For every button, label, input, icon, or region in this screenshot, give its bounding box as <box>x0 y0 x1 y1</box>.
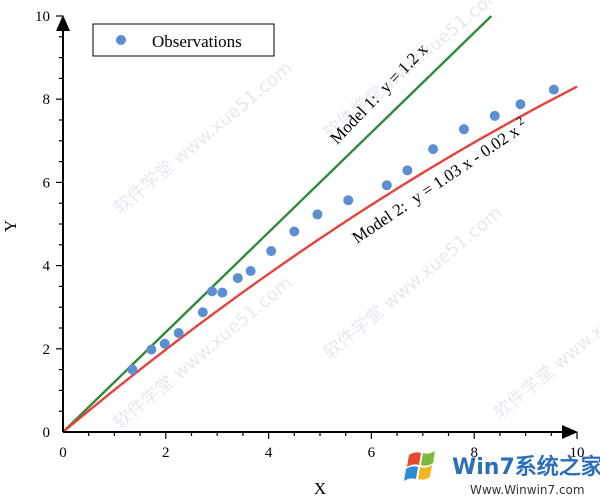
site-badge: Win7系统之家 Www.Winwin7.com <box>404 451 600 497</box>
badge-logo-text: Win7系统之家 <box>452 454 600 480</box>
x-tick-label: 0 <box>59 445 67 461</box>
observation-point <box>515 99 526 110</box>
y-axis-label: Y <box>1 220 20 232</box>
y-axis-arrow <box>56 15 70 31</box>
model-lines <box>62 15 578 433</box>
observation-points <box>127 84 559 375</box>
axes: 0 2 4 6 8 10 0 2 4 6 8 10 <box>35 9 585 461</box>
y-tick-label: 8 <box>43 92 51 108</box>
y-tick-label: 6 <box>43 175 51 191</box>
x-tick-label: 4 <box>265 445 273 461</box>
observation-point <box>266 246 277 257</box>
model2-curve <box>62 85 578 433</box>
observation-point <box>312 209 323 220</box>
observation-point <box>197 307 208 318</box>
observation-point <box>402 165 413 176</box>
observation-point <box>458 124 469 135</box>
x-axis-arrow <box>562 425 578 439</box>
observation-point <box>232 273 243 284</box>
observation-point <box>173 327 184 338</box>
observation-point <box>217 287 228 298</box>
windows-logo-icon <box>404 451 435 481</box>
observation-point <box>428 144 439 155</box>
plot-area <box>62 15 578 433</box>
observation-point <box>489 110 500 121</box>
observation-point <box>343 195 354 206</box>
y-tick-label: 2 <box>43 342 51 358</box>
legend-marker-observations <box>116 35 126 45</box>
x-tick-label: 10 <box>570 445 585 461</box>
y-tick-label: 0 <box>43 425 51 441</box>
observation-point <box>159 338 170 349</box>
model2-prefix: Model 2: <box>349 197 411 247</box>
observation-point <box>548 84 559 95</box>
watermark-text: 软件学堂 www.xue51.com <box>490 262 600 423</box>
observation-point <box>381 180 392 191</box>
badge-url: Www.Winwin7.com <box>470 483 585 497</box>
model1-annotation: Model 1: y = 1.2 x <box>326 39 431 147</box>
observation-point <box>245 266 256 277</box>
observation-point <box>146 344 157 355</box>
watermark-text: 软件学堂 www.xue51.com <box>110 57 297 218</box>
model2-annotation: Model 2: y = 1.03 x - 0.02 x 2 <box>347 113 531 247</box>
y-tick-label: 4 <box>43 259 51 275</box>
observation-point <box>127 364 138 375</box>
model1-line <box>62 15 493 433</box>
x-ticks: 0 2 4 6 8 10 <box>59 432 585 461</box>
y-ticks: 0 2 4 6 8 10 <box>35 9 63 441</box>
legend-label-observations: Observations <box>152 32 242 51</box>
model2-equation: y = 1.03 x - 0.02 x <box>408 121 523 207</box>
x-tick-label: 6 <box>368 445 376 461</box>
x-axis-label: X <box>314 479 326 498</box>
legend: Observations <box>92 23 275 57</box>
observation-point <box>207 286 218 297</box>
observation-point <box>289 226 300 237</box>
watermark-text: 软件学堂 www.xue51.com <box>320 202 507 363</box>
x-tick-label: 8 <box>470 445 478 461</box>
y-tick-label: 10 <box>35 9 50 25</box>
x-tick-label: 2 <box>162 445 170 461</box>
